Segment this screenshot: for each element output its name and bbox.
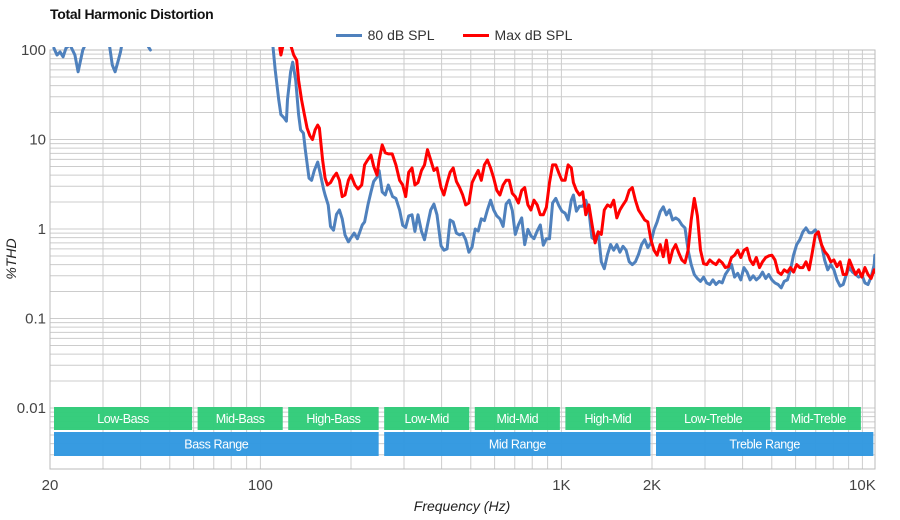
- frequency-bands: Low-Bass Mid-Bass High-Bass Low-Mid Mid-Mid H…: [54, 407, 874, 456]
- legend-label-80db: 80 dB SPL: [367, 27, 435, 43]
- y-tick-label: 100: [21, 42, 46, 59]
- series-line-80db-spl: [271, 47, 875, 290]
- band-high-mid-label: High-Mid: [585, 412, 632, 426]
- range-mid-range-label: Mid Range: [489, 438, 546, 452]
- y-tick-label: 0.1: [25, 311, 46, 328]
- x-axis-label: Frequency (Hz): [414, 498, 510, 514]
- x-tick-label: 20: [42, 477, 59, 494]
- band-high-mid: [565, 407, 651, 430]
- series-line-max-db-spl: [278, 47, 285, 57]
- y-axis-label: %THD: [3, 238, 19, 279]
- band-low-treble: [656, 407, 771, 430]
- series-line-80db-spl: [108, 47, 123, 74]
- series-line-80db-spl: [147, 47, 152, 52]
- x-tick-label: 100: [248, 477, 273, 494]
- legend-swatch-max: [462, 33, 489, 37]
- legend-label-max: Max dB SPL: [494, 27, 573, 43]
- y-tick-label: 1: [38, 221, 46, 238]
- band-mid-treble: [775, 407, 861, 430]
- band-mid-treble-label: Mid-Treble: [791, 412, 847, 426]
- series-lines: [52, 47, 875, 290]
- x-tick-label: 10K: [849, 477, 876, 494]
- band-mid-mid-label: Mid-Mid: [497, 412, 539, 426]
- range-treble-range: [656, 432, 874, 456]
- legend-item-max[interactable]: Max dB SPL: [462, 27, 573, 43]
- y-tick-label: 0.01: [17, 400, 46, 417]
- band-low-mid-label: Low-Mid: [405, 412, 450, 426]
- legend-item-80db[interactable]: 80 dB SPL: [335, 27, 435, 43]
- range-bass-range: [54, 432, 379, 456]
- band-low-treble-label: Low-Treble: [684, 412, 743, 426]
- range-bass-range-label: Bass Range: [184, 438, 249, 452]
- band-mid-bass: [197, 407, 283, 430]
- band-low-bass: [54, 407, 193, 430]
- axis-ticks: 20 100 1K 2K 10K 100 10 1 0.1 0.01: [17, 42, 876, 494]
- band-high-bass: [288, 407, 379, 430]
- x-tick-label: 1K: [552, 477, 570, 494]
- legend-swatch-80db: [335, 33, 362, 37]
- legend: 80 dB SPL Max dB SPL: [0, 27, 900, 43]
- range-treble-range-label: Treble Range: [729, 438, 800, 452]
- chart-title: Total Harmonic Distortion: [50, 6, 214, 22]
- band-mid-bass-label: Mid-Bass: [216, 412, 265, 426]
- x-tick-label: 2K: [643, 477, 661, 494]
- range-mid-range: [384, 432, 651, 456]
- band-mid-mid: [474, 407, 560, 430]
- series-line-max-db-spl: [289, 47, 875, 280]
- band-low-mid: [384, 407, 470, 430]
- series-line-80db-spl: [52, 47, 86, 74]
- band-low-bass-label: Low-Bass: [97, 412, 149, 426]
- y-tick-label: 10: [29, 132, 46, 149]
- band-high-bass-label: High-Bass: [306, 412, 360, 426]
